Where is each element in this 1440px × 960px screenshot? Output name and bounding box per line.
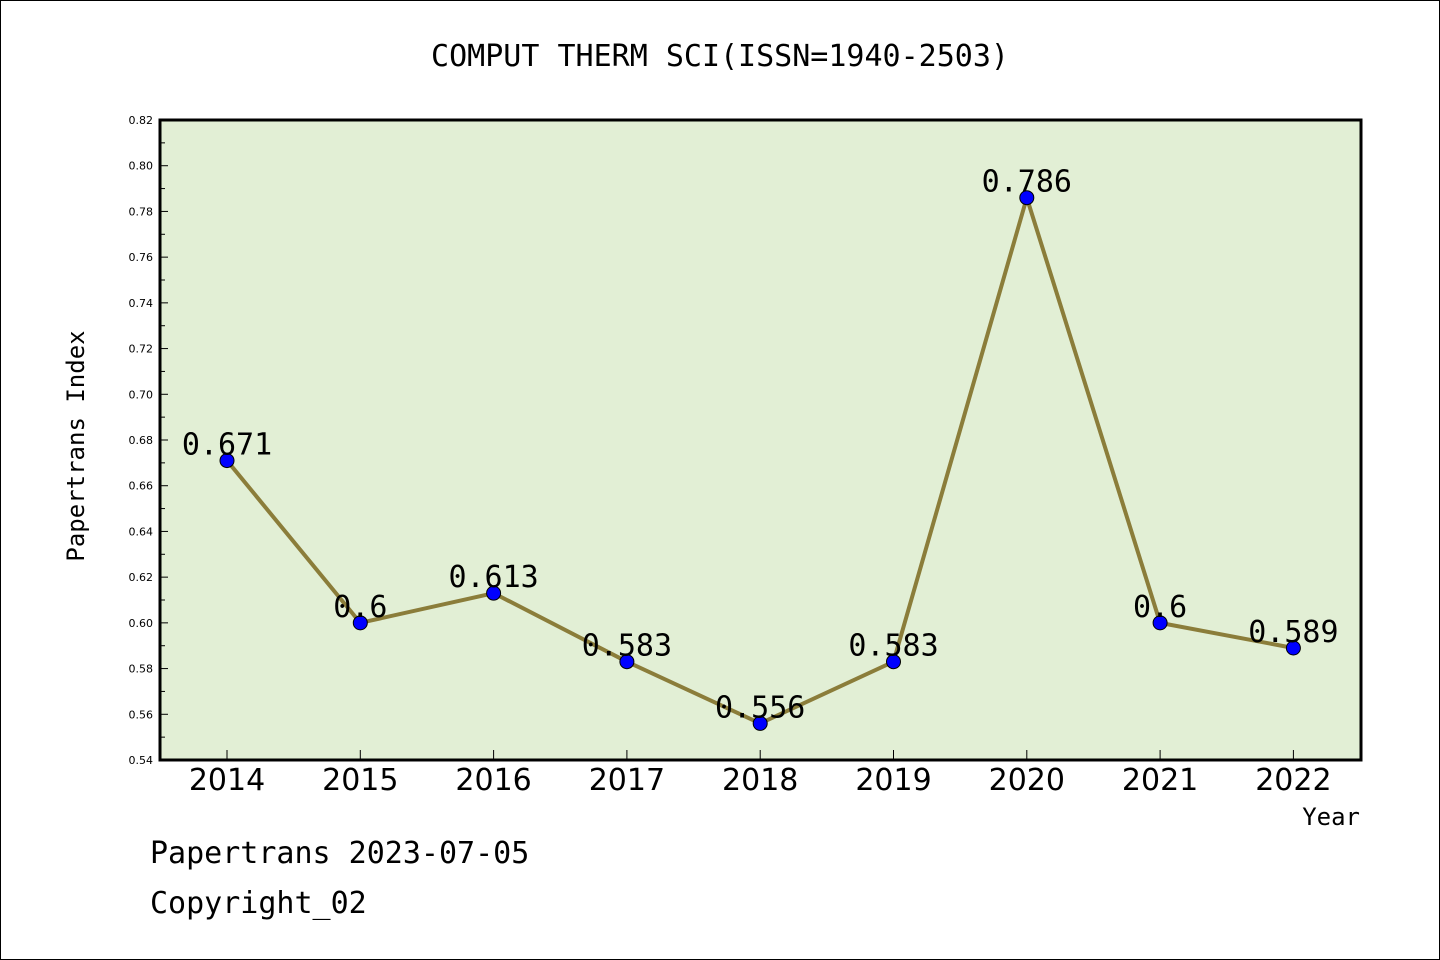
data-label: 0.589 [1248,615,1338,650]
data-point [1152,615,1168,631]
plot-area [158,118,1363,762]
data-point [886,654,901,670]
data-label: 0.556 [715,690,805,725]
y-tick-label: 0.62 [129,571,154,584]
x-axis-label: Year [1302,803,1360,831]
data-label: 0.6 [1133,590,1187,625]
x-tick-label: 2020 [989,763,1065,798]
data-point [219,453,235,469]
data-point [1285,640,1301,656]
data-markers [219,190,1301,731]
data-label: 0.583 [848,629,938,664]
y-tick-label: 0.72 [129,343,154,356]
x-axis: 2014 2015 2016 2017 2018 2019 2020 2021 2022 [189,750,1332,798]
data-point [486,585,502,601]
y-tick-label: 0.54 [129,754,154,767]
x-tick-label: 2021 [1122,763,1198,798]
y-tick-label: 0.58 [129,663,154,676]
data-label: 0.786 [982,165,1072,200]
footer-copyright: Copyright_02 [150,886,367,921]
y-tick-label: 0.64 [129,525,154,538]
y-axis: 0.54 0.56 0.58 0.60 0.62 0.64 0.66 0.68 0.70 0.72… [129,114,168,767]
data-label: 0.613 [448,560,538,595]
data-labels: 0.671 0.6 0.613 0.583 0.556 0.583 0.786 0.6 0.58… [182,165,1339,726]
y-tick-label: 0.68 [129,434,154,447]
y-tick-label: 0.76 [129,251,154,264]
x-tick-label: 2018 [722,763,798,798]
y-tick-label: 0.70 [129,388,154,401]
x-tick-label: 2017 [589,763,665,798]
data-point [1019,190,1035,206]
x-tick-label: 2015 [322,763,398,798]
data-label: 0.6 [333,590,387,625]
data-point [619,654,635,670]
y-tick-label: 0.66 [129,480,154,493]
data-label: 0.583 [582,629,672,664]
chart-title: COMPUT THERM SCI(ISSN=1940-2503) [431,39,1009,74]
y-tick-label: 0.82 [129,114,154,127]
x-tick-label: 2014 [189,763,265,798]
x-tick-label: 2019 [855,763,931,798]
y-tick-label: 0.78 [129,205,154,218]
x-tick-label: 2016 [455,763,531,798]
data-point [352,615,368,631]
x-tick-label: 2022 [1255,763,1331,798]
y-tick-label: 0.80 [129,160,154,173]
y-tick-label: 0.60 [129,617,154,630]
y-tick-label: 0.56 [129,708,154,721]
footer-source: Papertrans 2023-07-05 [150,836,530,871]
data-label: 0.671 [182,428,272,463]
data-point [752,715,768,731]
y-axis-label: Papertrans Index [62,330,90,561]
y-tick-label: 0.74 [129,297,154,310]
